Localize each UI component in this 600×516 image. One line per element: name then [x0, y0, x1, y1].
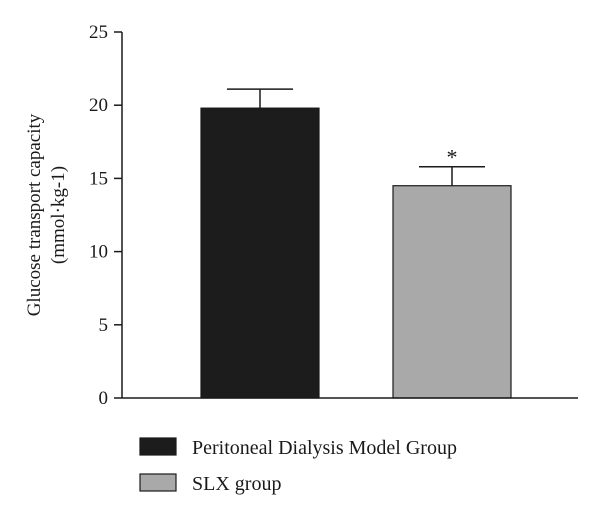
- bar: [200, 107, 320, 399]
- bar: [392, 185, 512, 399]
- y-tick-label: 0: [99, 388, 109, 409]
- legend-label: SLX group: [192, 473, 281, 495]
- legend-label: Peritoneal Dialysis Model Group: [192, 437, 457, 459]
- legend: Peritoneal Dialysis Model Group SLX group: [139, 437, 457, 495]
- y-tick-label: 5: [99, 315, 109, 336]
- y-tick-label: 15: [89, 168, 108, 189]
- significance-marker: *: [447, 145, 458, 170]
- y-axis-label-line2: (mmol·kg-1): [48, 166, 69, 264]
- y-axis: 0 5 10 15 20 25: [89, 22, 123, 409]
- legend-swatch: [139, 437, 177, 456]
- y-tick-label: 25: [89, 22, 108, 43]
- y-tick-label: 10: [89, 242, 108, 263]
- y-axis-label-line1: Glucose transport capacity: [24, 113, 45, 316]
- y-tick-label: 20: [89, 95, 108, 116]
- bars: *: [200, 88, 512, 399]
- legend-swatch: [139, 473, 177, 492]
